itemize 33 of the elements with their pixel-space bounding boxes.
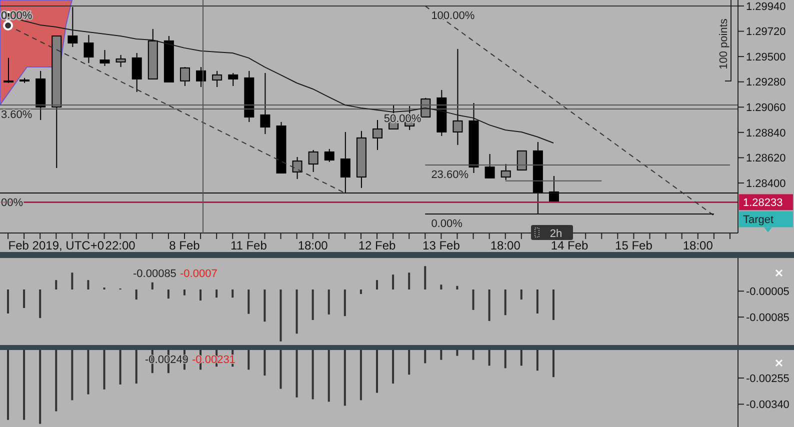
annotation: 100 points bbox=[718, 18, 730, 70]
y-tick-label: -0.00085 bbox=[746, 312, 790, 324]
x-tick-label: 18:00 bbox=[298, 238, 328, 253]
x-tick-label: 14 Feb bbox=[550, 238, 589, 253]
annotation: -0.0007 bbox=[180, 268, 218, 280]
y-tick-label: -0.00255 bbox=[746, 372, 790, 385]
annotation: -0.00085 bbox=[133, 268, 176, 280]
y-tick-label: -0.00005 bbox=[746, 286, 790, 298]
x-tick-label: Feb 2019, UTC+0 bbox=[8, 238, 104, 253]
annotation: 100.00% bbox=[431, 10, 475, 22]
x-tick-label: 18:00 bbox=[682, 238, 714, 253]
y-tick-label: 1.29500 bbox=[746, 51, 786, 64]
y-tick-label: 1.28620 bbox=[746, 152, 786, 165]
y-tick-label: 1.29060 bbox=[746, 102, 786, 114]
y-tick-label: 1.29940 bbox=[746, 0, 786, 13]
annotation: 23.60% bbox=[431, 168, 469, 181]
x-tick-label: 22:00 bbox=[105, 238, 136, 253]
annotation: 3.60% bbox=[1, 108, 32, 121]
x-tick-label: 8 Feb bbox=[169, 238, 200, 253]
annotation: 2h bbox=[550, 228, 562, 240]
ref-line-label: 1.28233 bbox=[743, 197, 783, 210]
y-tick-label: 1.29720 bbox=[746, 26, 786, 38]
y-tick-label: 1.28400 bbox=[746, 178, 786, 190]
annotation: 0.00% bbox=[431, 218, 463, 230]
x-tick-label: 15 Feb bbox=[615, 238, 653, 253]
x-tick-label: 18:00 bbox=[490, 238, 521, 253]
y-tick-label: 1.28840 bbox=[746, 127, 786, 140]
y-tick-label: -0.00340 bbox=[746, 399, 790, 412]
y-tick-label: 1.29280 bbox=[746, 76, 786, 89]
x-tick-label: 13 Feb bbox=[422, 238, 460, 253]
x-tick-label: 12 Feb bbox=[358, 238, 396, 253]
x-tick-label: 11 Feb bbox=[230, 238, 268, 253]
text: Target bbox=[743, 214, 774, 226]
